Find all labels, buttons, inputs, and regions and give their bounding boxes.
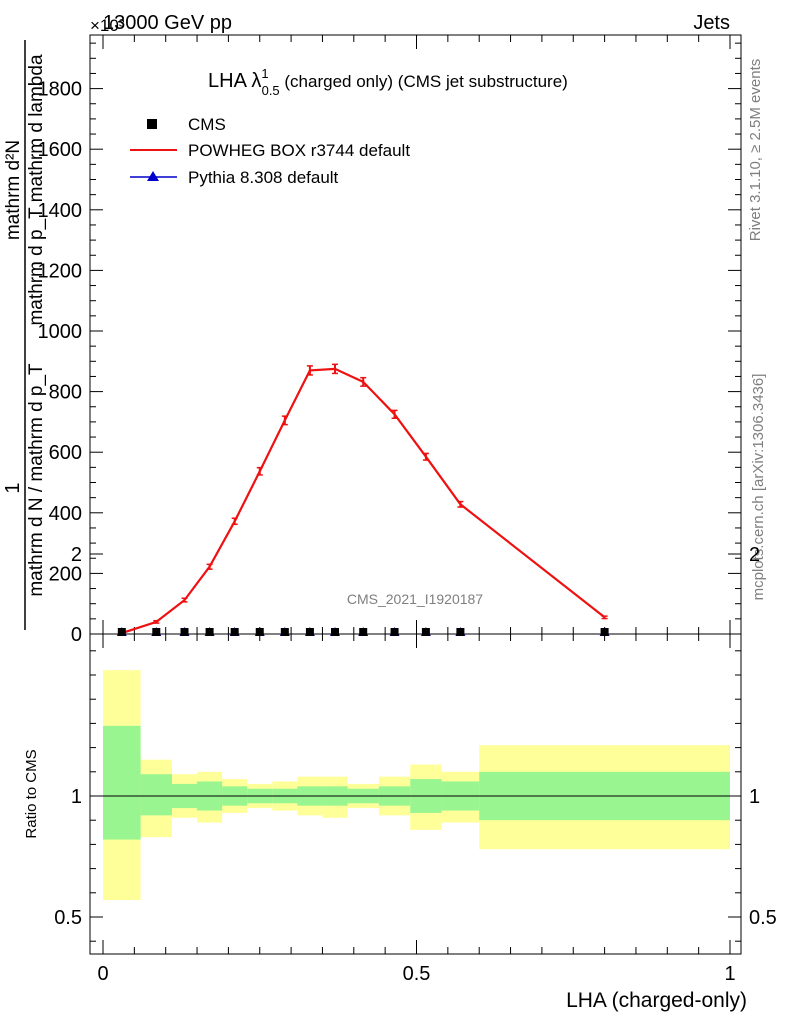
legend-cms-label: CMS [188,115,226,134]
plot-title: LHA λ1 0.5 (charged only) (CMS jet substr… [208,66,568,98]
main-y-tick-label: 1800 [38,79,83,101]
ratio-panel-frame [89,633,742,955]
main-y-tick-label: 400 [49,503,82,525]
cms-data-point [230,628,239,636]
main-y-tick-label: 200 [49,563,82,585]
cms-data-point [255,628,264,636]
main-y-tick-label: 0 [71,624,82,646]
ratio-y-axis-label: Ratio to CMS [23,749,40,838]
cms-data-point [152,628,161,636]
ratio-y-tick-label: 0.5 [54,907,82,929]
ratio-y-ticks: 0.5 0.5 1 1 2 2 [54,544,777,942]
main-y-tick-label: 800 [49,382,82,404]
category-label: Jets [693,12,730,34]
cms-data-point [305,628,314,636]
cms-data-point [117,628,126,636]
y-label-numerator: 1 [2,482,24,493]
y-label-right-numerator: mathrm d²N [3,140,24,240]
legend: CMS POWHEG BOX r3744 default Pythia 8.30… [130,115,410,187]
mcplots-label: mcplots.cern.ch [arXiv:1306.3436] [750,374,767,601]
cms-data-point [600,628,609,636]
legend-pythia-label: Pythia 8.308 default [188,168,339,187]
cms-data-point [421,628,430,636]
main-y-tick-label: 1200 [38,260,83,282]
cms-data-point [456,628,465,636]
ratio-uncertainty-bands [103,670,730,901]
cms-data-point [205,628,214,636]
cms-data-point [180,628,189,636]
legend-powheg-label: POWHEG BOX r3744 default [188,141,410,160]
ratio-y-tick-label-right: 0.5 [749,907,777,929]
legend-pythia-marker [147,171,159,181]
main-y-axis-label: 1 mathrm d N / mathrm d p_T mathrm d²N m… [2,40,47,630]
cms-data-point [330,628,339,636]
cms-data-point [280,628,289,636]
x-tick-label: 0.5 [403,963,431,985]
y-label-right-denominator: mathrm d p_T mathrm d lambda [26,54,47,325]
x-axis-label: LHA (charged-only) [566,989,747,1012]
cms-data-point [390,628,399,636]
ratio-y-tick-label: 1 [71,786,82,808]
stat-uncertainty-band [140,774,172,816]
ratio-y-tick-label-right: 2 [749,544,760,566]
x-tick-label: 0 [97,963,108,985]
energy-label: 13000 GeV pp [103,12,232,34]
legend-cms-marker [147,119,157,129]
rivet-version-label: Rivet 3.1.10, ≥ 2.5M events [747,59,764,242]
ratio-y-tick-label-right: 1 [749,786,760,808]
analysis-watermark: CMS_2021_I1920187 [347,591,483,607]
main-y-tick-label: 1600 [38,139,83,161]
stat-uncertainty-band [103,725,141,840]
ratio-x-ticks: 0 0.5 1 [97,634,736,985]
cms-data-point [359,628,368,636]
powheg-series-line [121,367,606,635]
main-y-tick-label: 1000 [38,321,83,343]
y-label-denominator: mathrm d N / mathrm d p_T [26,363,47,597]
main-y-tick-label: 1400 [38,200,83,222]
y-axis-exponent: ×10³ [90,16,125,35]
main-y-tick-label: 600 [49,442,82,464]
main-y-ticks: 0 200 400 600 800 1000 1200 1400 1600 1800 [38,42,741,646]
ratio-y-tick-label: 2 [71,544,82,566]
x-tick-label: 1 [724,963,735,985]
